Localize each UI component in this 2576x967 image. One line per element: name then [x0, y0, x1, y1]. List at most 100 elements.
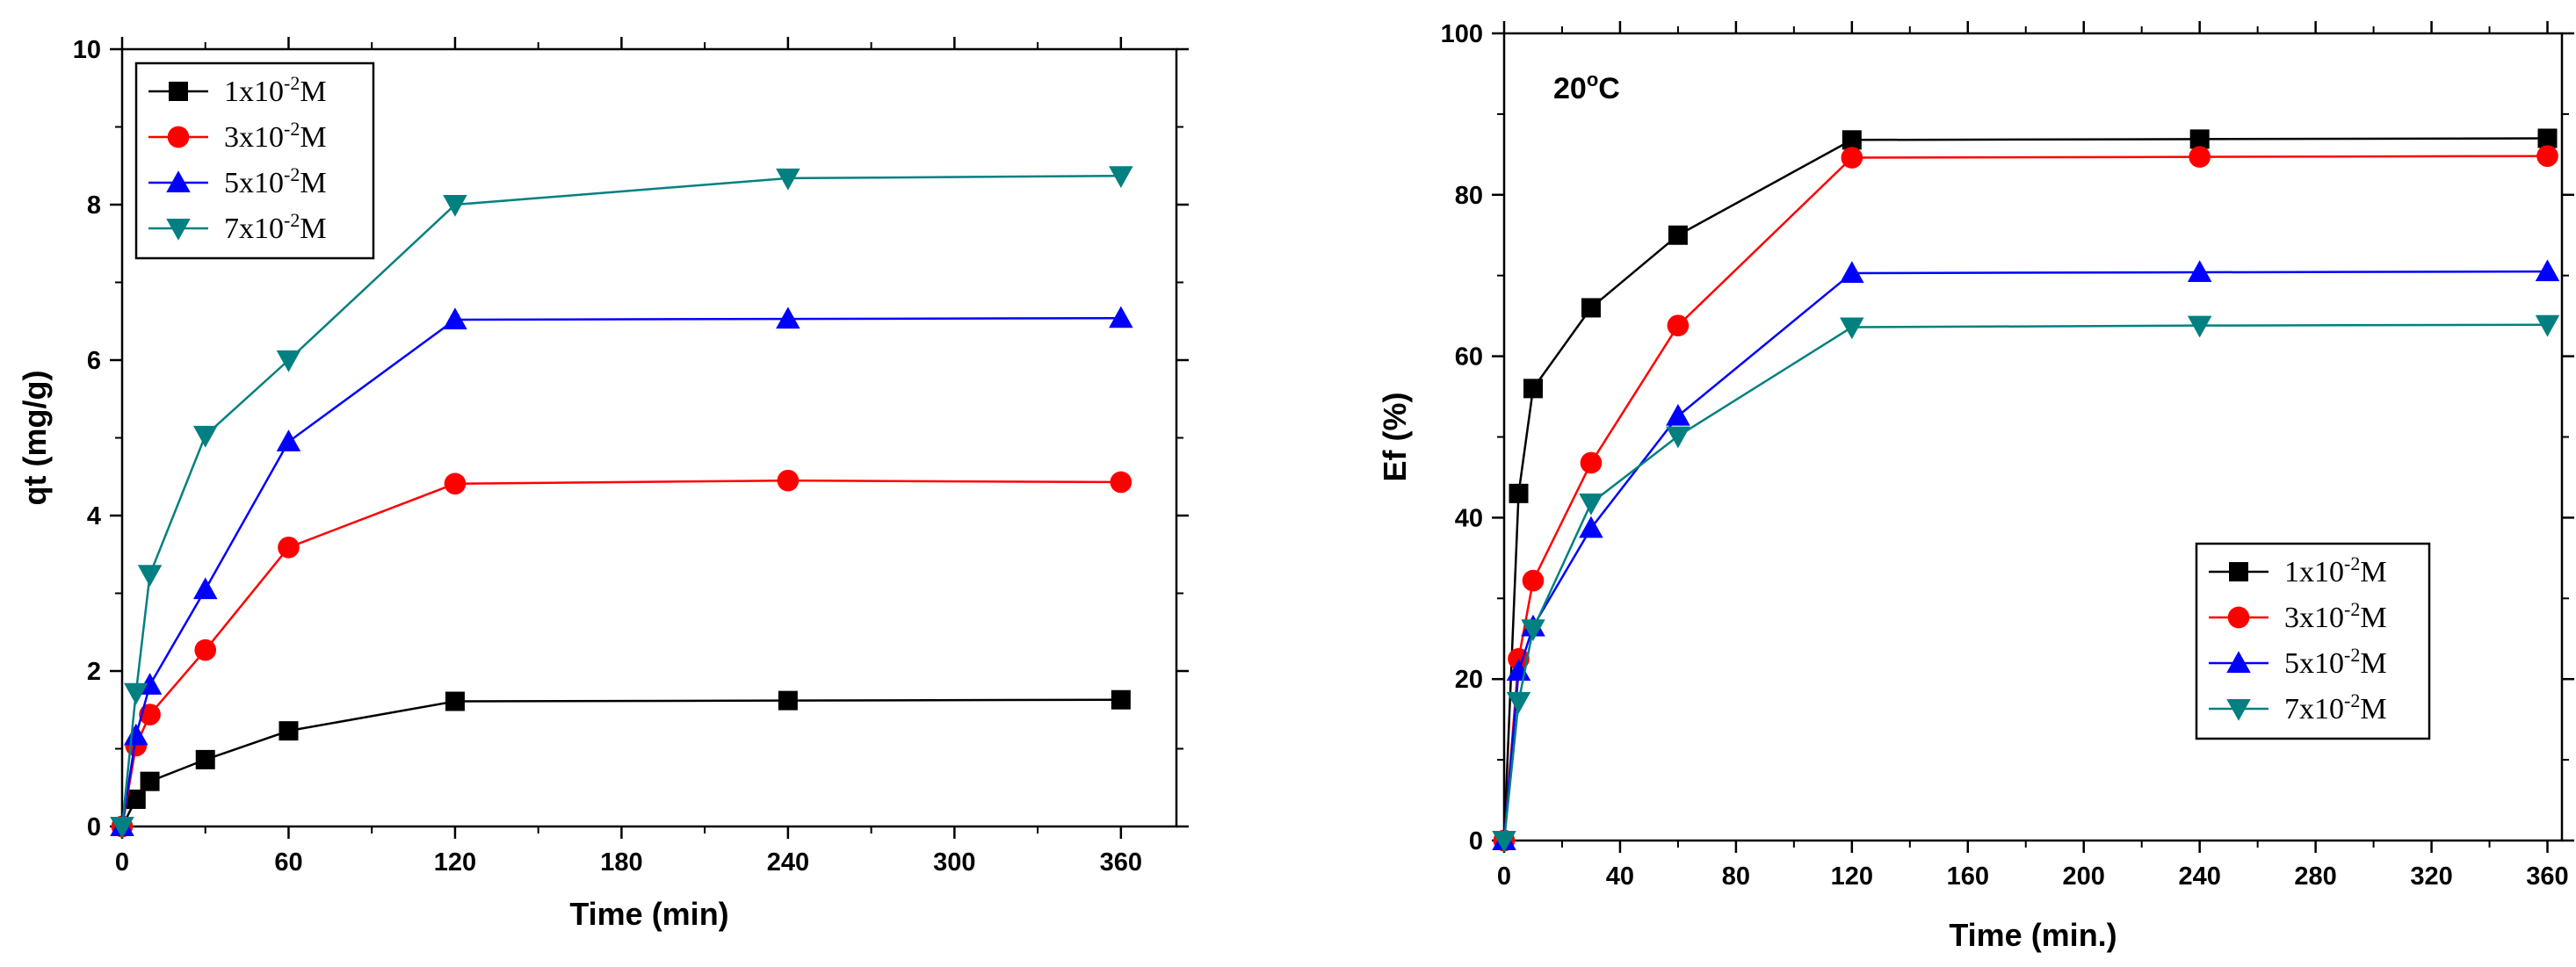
x-tick-label: 320 — [2410, 862, 2452, 891]
data-point — [1109, 306, 1133, 328]
data-point — [1523, 379, 1543, 399]
x-tick-label: 80 — [1722, 862, 1750, 891]
legend-label-base: 1x10 — [224, 76, 284, 108]
x-tick-label: 240 — [2178, 862, 2220, 891]
data-point — [1840, 317, 1864, 340]
data-point — [1840, 261, 1864, 283]
data-point — [2535, 259, 2560, 282]
y-tick-label: 6 — [87, 347, 101, 375]
series-line — [120, 316, 1121, 827]
x-tick-label: 200 — [2063, 862, 2105, 891]
legend-label-exponent: -2 — [2344, 644, 2360, 666]
x-tick-label: 180 — [600, 848, 642, 877]
data-point — [1579, 493, 1603, 516]
legend-label-unit: M — [300, 167, 326, 199]
data-point — [1841, 147, 1863, 169]
legend-label-base: 1x10 — [2284, 556, 2344, 588]
series-3x10-2M — [1493, 145, 2558, 852]
x-tick-label: 120 — [1831, 862, 1873, 891]
data-point — [124, 682, 148, 705]
legend-label-unit: M — [2360, 556, 2386, 588]
data-point — [2187, 260, 2212, 283]
y-tick-label: 10 — [73, 36, 101, 64]
y-tick-label: 4 — [87, 502, 101, 530]
x-tick-label: 360 — [2526, 862, 2568, 891]
data-point — [1579, 516, 1603, 538]
degree-symbol: o — [1587, 69, 1598, 90]
legend-label-unit: M — [2360, 693, 2386, 725]
data-point — [2537, 128, 2558, 148]
series-line — [1502, 323, 2548, 841]
data-point — [1521, 619, 1545, 641]
legend-label: 5x10-2M — [2284, 644, 2387, 680]
legend-label: 1x10-2M — [2284, 552, 2387, 588]
data-point — [777, 469, 800, 492]
data-point — [1506, 691, 1531, 714]
legend-label-unit: M — [300, 121, 326, 154]
temperature-unit: C — [1598, 72, 1620, 105]
legend-label-exponent: -2 — [284, 163, 300, 185]
legend-marker — [166, 219, 191, 241]
series-7x10-2M — [1492, 314, 2560, 853]
data-point — [444, 473, 467, 495]
data-point — [776, 168, 800, 191]
legend-marker — [169, 82, 188, 101]
legend-label-unit: M — [2360, 647, 2386, 680]
x-tick-label: 160 — [1947, 862, 1989, 891]
data-point — [776, 307, 800, 329]
legend-label: 3x10-2M — [2284, 598, 2387, 634]
legend-marker — [2227, 606, 2250, 629]
data-point — [276, 350, 301, 372]
legend-label-exponent: -2 — [2344, 689, 2360, 711]
series-3x10-2M — [111, 469, 1132, 838]
data-point — [443, 195, 467, 217]
data-point — [195, 749, 215, 769]
data-point — [279, 721, 299, 741]
data-point — [1667, 314, 1690, 336]
x-tick-label: 0 — [115, 848, 129, 877]
data-point — [1110, 471, 1132, 494]
y-axis-title: Ef (%) — [1377, 393, 1413, 482]
legend-label: 5x10-2M — [224, 163, 327, 199]
y-tick-label: 100 — [1441, 20, 1483, 48]
legend-marker — [166, 170, 191, 192]
data-point — [276, 429, 301, 451]
legend-label-unit: M — [300, 76, 326, 108]
legend-marker — [2226, 651, 2251, 673]
data-point — [1666, 426, 1690, 449]
y-tick-label: 0 — [87, 813, 101, 841]
legend-label: 7x10-2M — [2284, 689, 2387, 725]
legend-label-base: 3x10 — [224, 121, 284, 154]
legend-label: 7x10-2M — [224, 209, 327, 245]
x-tick-label: 300 — [933, 848, 975, 877]
x-tick-label: 360 — [1100, 848, 1142, 877]
y-axis-title: qt (mg/g) — [17, 371, 53, 506]
chart-ef-vs-time: 0 40 80 120 160 200 240 280 320 360 0 20 40 60 80 100 Ti… — [1377, 20, 2574, 953]
y-tick-label: 40 — [1455, 504, 1483, 532]
y-tick-label: 8 — [87, 191, 101, 220]
x-tick-label: 280 — [2294, 862, 2336, 891]
x-axis-title: Time (min.) — [1949, 917, 2117, 953]
data-point — [2189, 146, 2211, 168]
data-point — [1111, 689, 1131, 710]
legend-label: 1x10-2M — [224, 72, 327, 108]
data-point — [192, 577, 218, 600]
series-line — [1502, 155, 2548, 841]
data-point — [445, 691, 465, 711]
series-line — [120, 698, 1121, 827]
data-point — [126, 790, 146, 810]
legend-marker — [2226, 699, 2251, 721]
series-5x10-2M — [110, 306, 1133, 836]
data-point — [110, 817, 134, 839]
data-point — [139, 704, 161, 725]
series-line — [120, 479, 1121, 827]
data-point — [140, 771, 160, 791]
legend-label-unit: M — [2360, 602, 2386, 634]
legend-label-exponent: -2 — [2344, 552, 2360, 574]
series-line — [120, 175, 1121, 827]
x-tick-label: 120 — [434, 848, 476, 877]
data-point — [1109, 166, 1133, 189]
legend-marker — [167, 126, 190, 148]
data-point — [1842, 130, 1862, 150]
